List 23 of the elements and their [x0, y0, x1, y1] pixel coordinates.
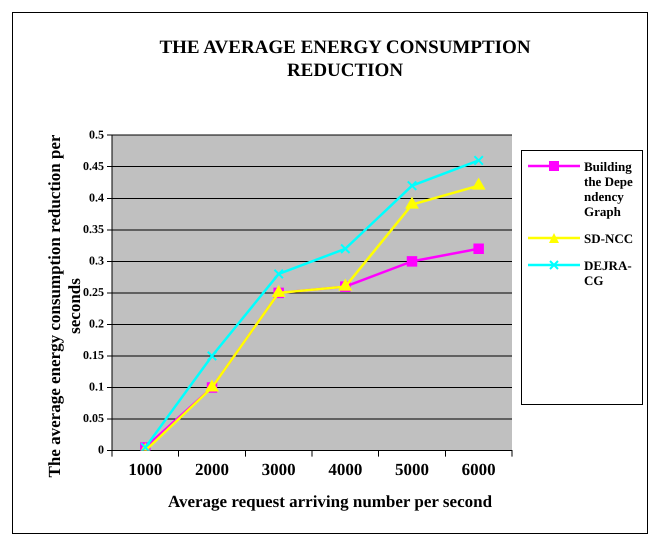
x-tick-label: 2000: [195, 460, 229, 480]
y-tick-label: 0.35: [83, 222, 104, 236]
x-tick-label: 6000: [462, 460, 496, 480]
y-tick-label: 0.4: [89, 190, 104, 204]
chart-title: THE AVERAGE ENERGY CONSUMPTION REDUCTION: [158, 36, 532, 82]
y-axis-title: The average energy consumption reduction per seconds: [45, 134, 84, 478]
y-tick-label: 0.15: [83, 348, 104, 362]
legend-label: DEJRA-CG: [584, 258, 633, 288]
y-tick-label: 0.5: [89, 127, 104, 142]
x-tick-label: 1000: [128, 460, 162, 480]
x-axis-title: Average request arriving number per second: [166, 492, 494, 512]
legend-label: SD-NCC: [584, 231, 634, 246]
y-tick-label: 0: [98, 442, 104, 457]
x-tick-label: 4000: [328, 460, 362, 480]
x-tick-label: 5000: [395, 460, 429, 480]
y-tick-label: 0.25: [83, 284, 104, 299]
y-tick-label: 0.2: [89, 316, 104, 331]
y-tick-label: 0.1: [89, 380, 104, 394]
legend-label: Building the Dependency Graph: [584, 159, 634, 219]
y-tick-label: 0.05: [83, 411, 104, 426]
x-tick-label: 3000: [262, 460, 296, 480]
y-tick-label: 0.3: [89, 253, 104, 268]
y-tick-label: 0.45: [83, 158, 104, 173]
